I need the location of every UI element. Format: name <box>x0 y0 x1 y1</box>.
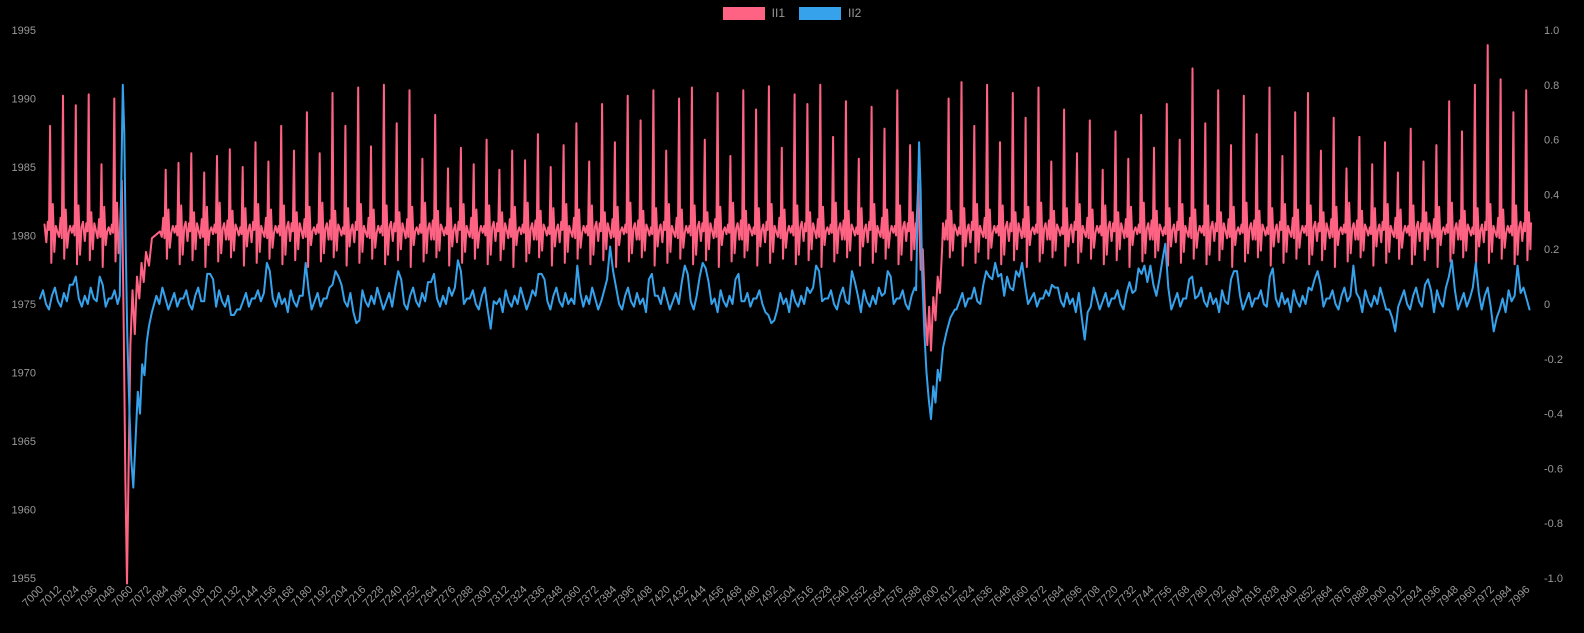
y-tick-label-left: 1985 <box>12 162 36 174</box>
legend-label-ii2: II2 <box>848 6 862 20</box>
legend-item-ii1[interactable]: II1 <box>722 6 785 20</box>
y-axis-right: 1.0 0.8 0.6 0.4 0.2 0 -0.2 -0.4 -0.6 -0.8 -1.0 <box>1544 25 1563 585</box>
series-line-ii1 <box>43 44 1532 585</box>
legend-swatch-ii1 <box>722 6 765 20</box>
y-tick-label-left: 1960 <box>12 505 36 517</box>
y-tick-label-left: 1995 <box>12 25 36 37</box>
x-axis: 7000701270247036704870607072708470967108… <box>20 584 1532 610</box>
y-tick-label-left: 1955 <box>12 573 36 585</box>
y-tick-label-right: 0 <box>1544 299 1550 311</box>
y-axis-left: 1995 1990 1985 1980 1975 1970 1965 1960 1955 <box>12 25 36 585</box>
y-tick-label-left: 1970 <box>12 368 36 380</box>
y-tick-label-right: -0.4 <box>1544 409 1563 421</box>
x-tick-label: 7996 <box>1507 584 1533 610</box>
y-tick-label-right: 0.4 <box>1544 189 1559 201</box>
y-tick-label-right: 0.6 <box>1544 135 1559 147</box>
y-tick-label-left: 1965 <box>12 436 36 448</box>
legend-label-ii1: II1 <box>771 6 785 20</box>
y-tick-label-right: 0.2 <box>1544 244 1559 256</box>
y-tick-label-left: 1980 <box>12 231 36 243</box>
series-line-ii2 <box>39 83 1531 489</box>
y-tick-label-left: 1990 <box>12 94 36 106</box>
y-tick-label-right: -0.8 <box>1544 518 1563 530</box>
chart-legend: II1 II2 <box>0 6 1584 20</box>
y-tick-label-right: -0.6 <box>1544 463 1563 475</box>
y-tick-label-right: 1.0 <box>1544 25 1559 37</box>
legend-swatch-ii2 <box>799 6 841 20</box>
y-tick-label-right: -0.2 <box>1544 354 1563 366</box>
legend-item-ii2[interactable]: II2 <box>799 6 861 20</box>
series-lines <box>39 44 1532 585</box>
y-tick-label-right: -1.0 <box>1544 573 1563 585</box>
y-tick-label-right: 0.8 <box>1544 80 1559 92</box>
y-tick-label-left: 1975 <box>12 299 36 311</box>
